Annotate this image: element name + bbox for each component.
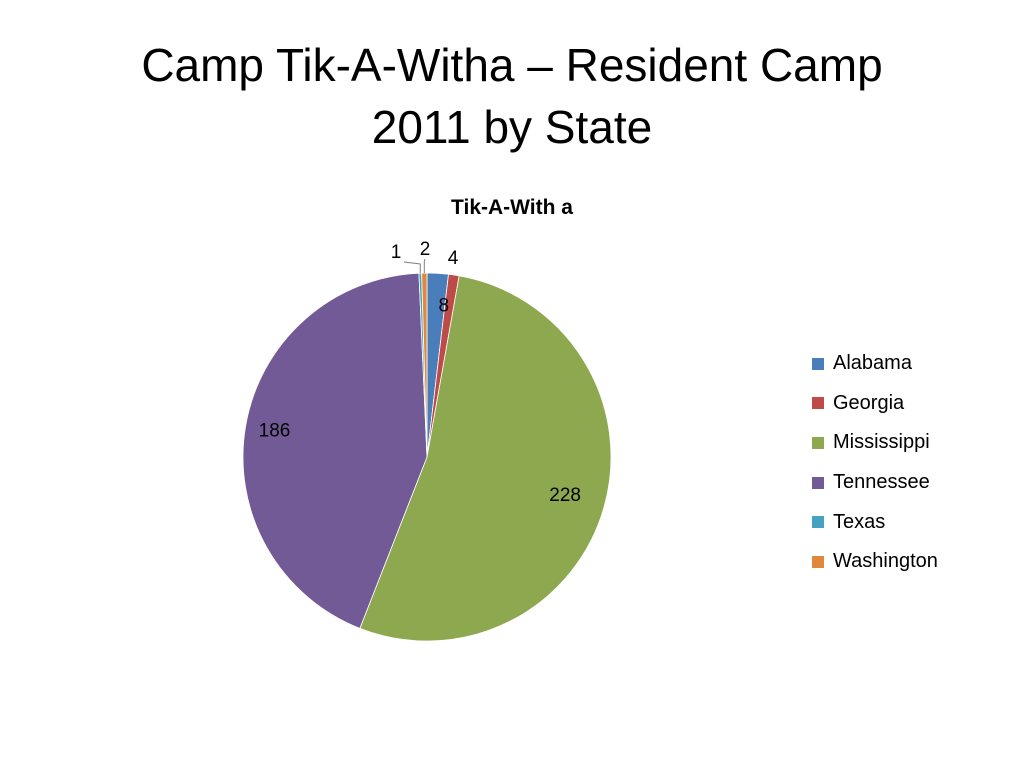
slide-title-line-1: Camp Tik-A-Witha – Resident Camp <box>141 39 883 91</box>
data-label-texas: 1 <box>391 242 402 263</box>
data-label-washington: 2 <box>420 239 431 260</box>
legend-label: Texas <box>833 510 886 533</box>
data-labels: 8 4 228 186 1 2 <box>259 239 581 506</box>
leader-line-washington <box>423 258 426 274</box>
data-label-tennessee: 186 <box>259 421 291 442</box>
pie-slice-tennessee <box>242 272 428 629</box>
slide-title-line-2: 2011 by State <box>371 101 653 153</box>
leader-lines <box>403 258 426 274</box>
pie-slices <box>242 272 612 642</box>
legend-label: Alabama <box>833 352 912 375</box>
legend-item-washington: Washington <box>812 542 1012 582</box>
legend-label: Georgia <box>833 391 905 414</box>
legend-swatch <box>812 357 824 370</box>
legend-swatch <box>812 397 824 410</box>
slide-title: Camp Tik-A-Witha – Resident Camp 2011 by… <box>60 34 964 158</box>
data-label-georgia: 4 <box>448 248 459 269</box>
legend-item-tennessee: Tennessee <box>812 463 1012 503</box>
legend-label: Mississippi <box>833 431 930 454</box>
legend-item-mississippi: Mississippi <box>812 423 1012 463</box>
chart-title: Tik-A-With a <box>451 196 573 219</box>
legend-swatch <box>812 516 824 529</box>
pie-slice-mississippi <box>359 275 612 642</box>
legend-label: Washington <box>833 550 938 573</box>
chart-legend: Alabama Georgia Mississippi Tennessee Texas W… <box>812 344 1012 582</box>
data-label-alabama: 8 <box>439 295 450 316</box>
legend-item-alabama: Alabama <box>812 344 1012 384</box>
pie-slice-washington <box>421 272 428 458</box>
legend-item-georgia: Georgia <box>812 384 1012 424</box>
legend-item-texas: Texas <box>812 502 1012 542</box>
data-label-mississippi: 228 <box>549 485 581 506</box>
leader-line-texas <box>403 261 421 274</box>
legend-swatch <box>812 476 824 489</box>
legend-swatch <box>812 555 824 568</box>
legend-label: Tennessee <box>833 471 930 494</box>
legend-swatch <box>812 436 824 449</box>
